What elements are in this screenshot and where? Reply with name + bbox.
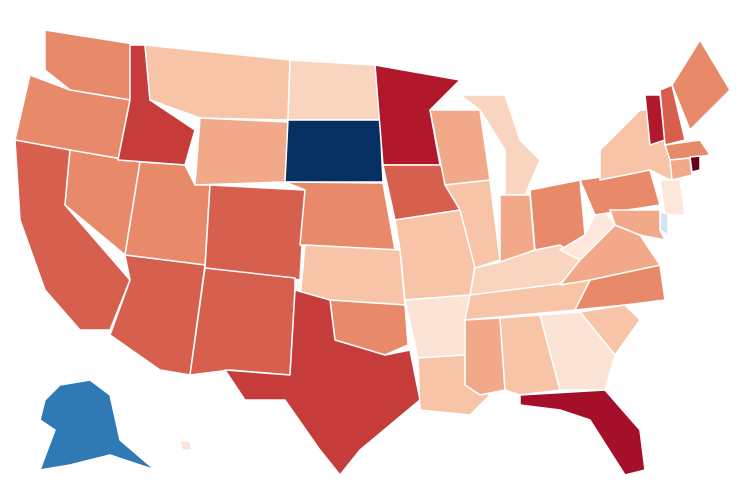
region bbox=[559, 204, 616, 261]
region bbox=[144, 44, 291, 121]
region bbox=[659, 84, 686, 146]
region bbox=[689, 155, 701, 173]
region bbox=[609, 209, 666, 241]
region bbox=[284, 119, 384, 183]
region bbox=[189, 267, 296, 376]
region bbox=[204, 184, 306, 281]
region bbox=[404, 294, 471, 359]
region bbox=[287, 59, 381, 121]
region bbox=[579, 304, 641, 356]
region bbox=[39, 379, 156, 471]
region bbox=[519, 389, 646, 476]
region bbox=[669, 157, 693, 181]
region bbox=[659, 179, 686, 216]
region bbox=[179, 439, 193, 451]
region bbox=[464, 317, 506, 396]
region bbox=[671, 39, 731, 131]
region bbox=[539, 311, 616, 391]
region bbox=[574, 264, 666, 311]
region bbox=[444, 179, 501, 269]
region bbox=[194, 117, 289, 186]
region bbox=[224, 289, 421, 476]
